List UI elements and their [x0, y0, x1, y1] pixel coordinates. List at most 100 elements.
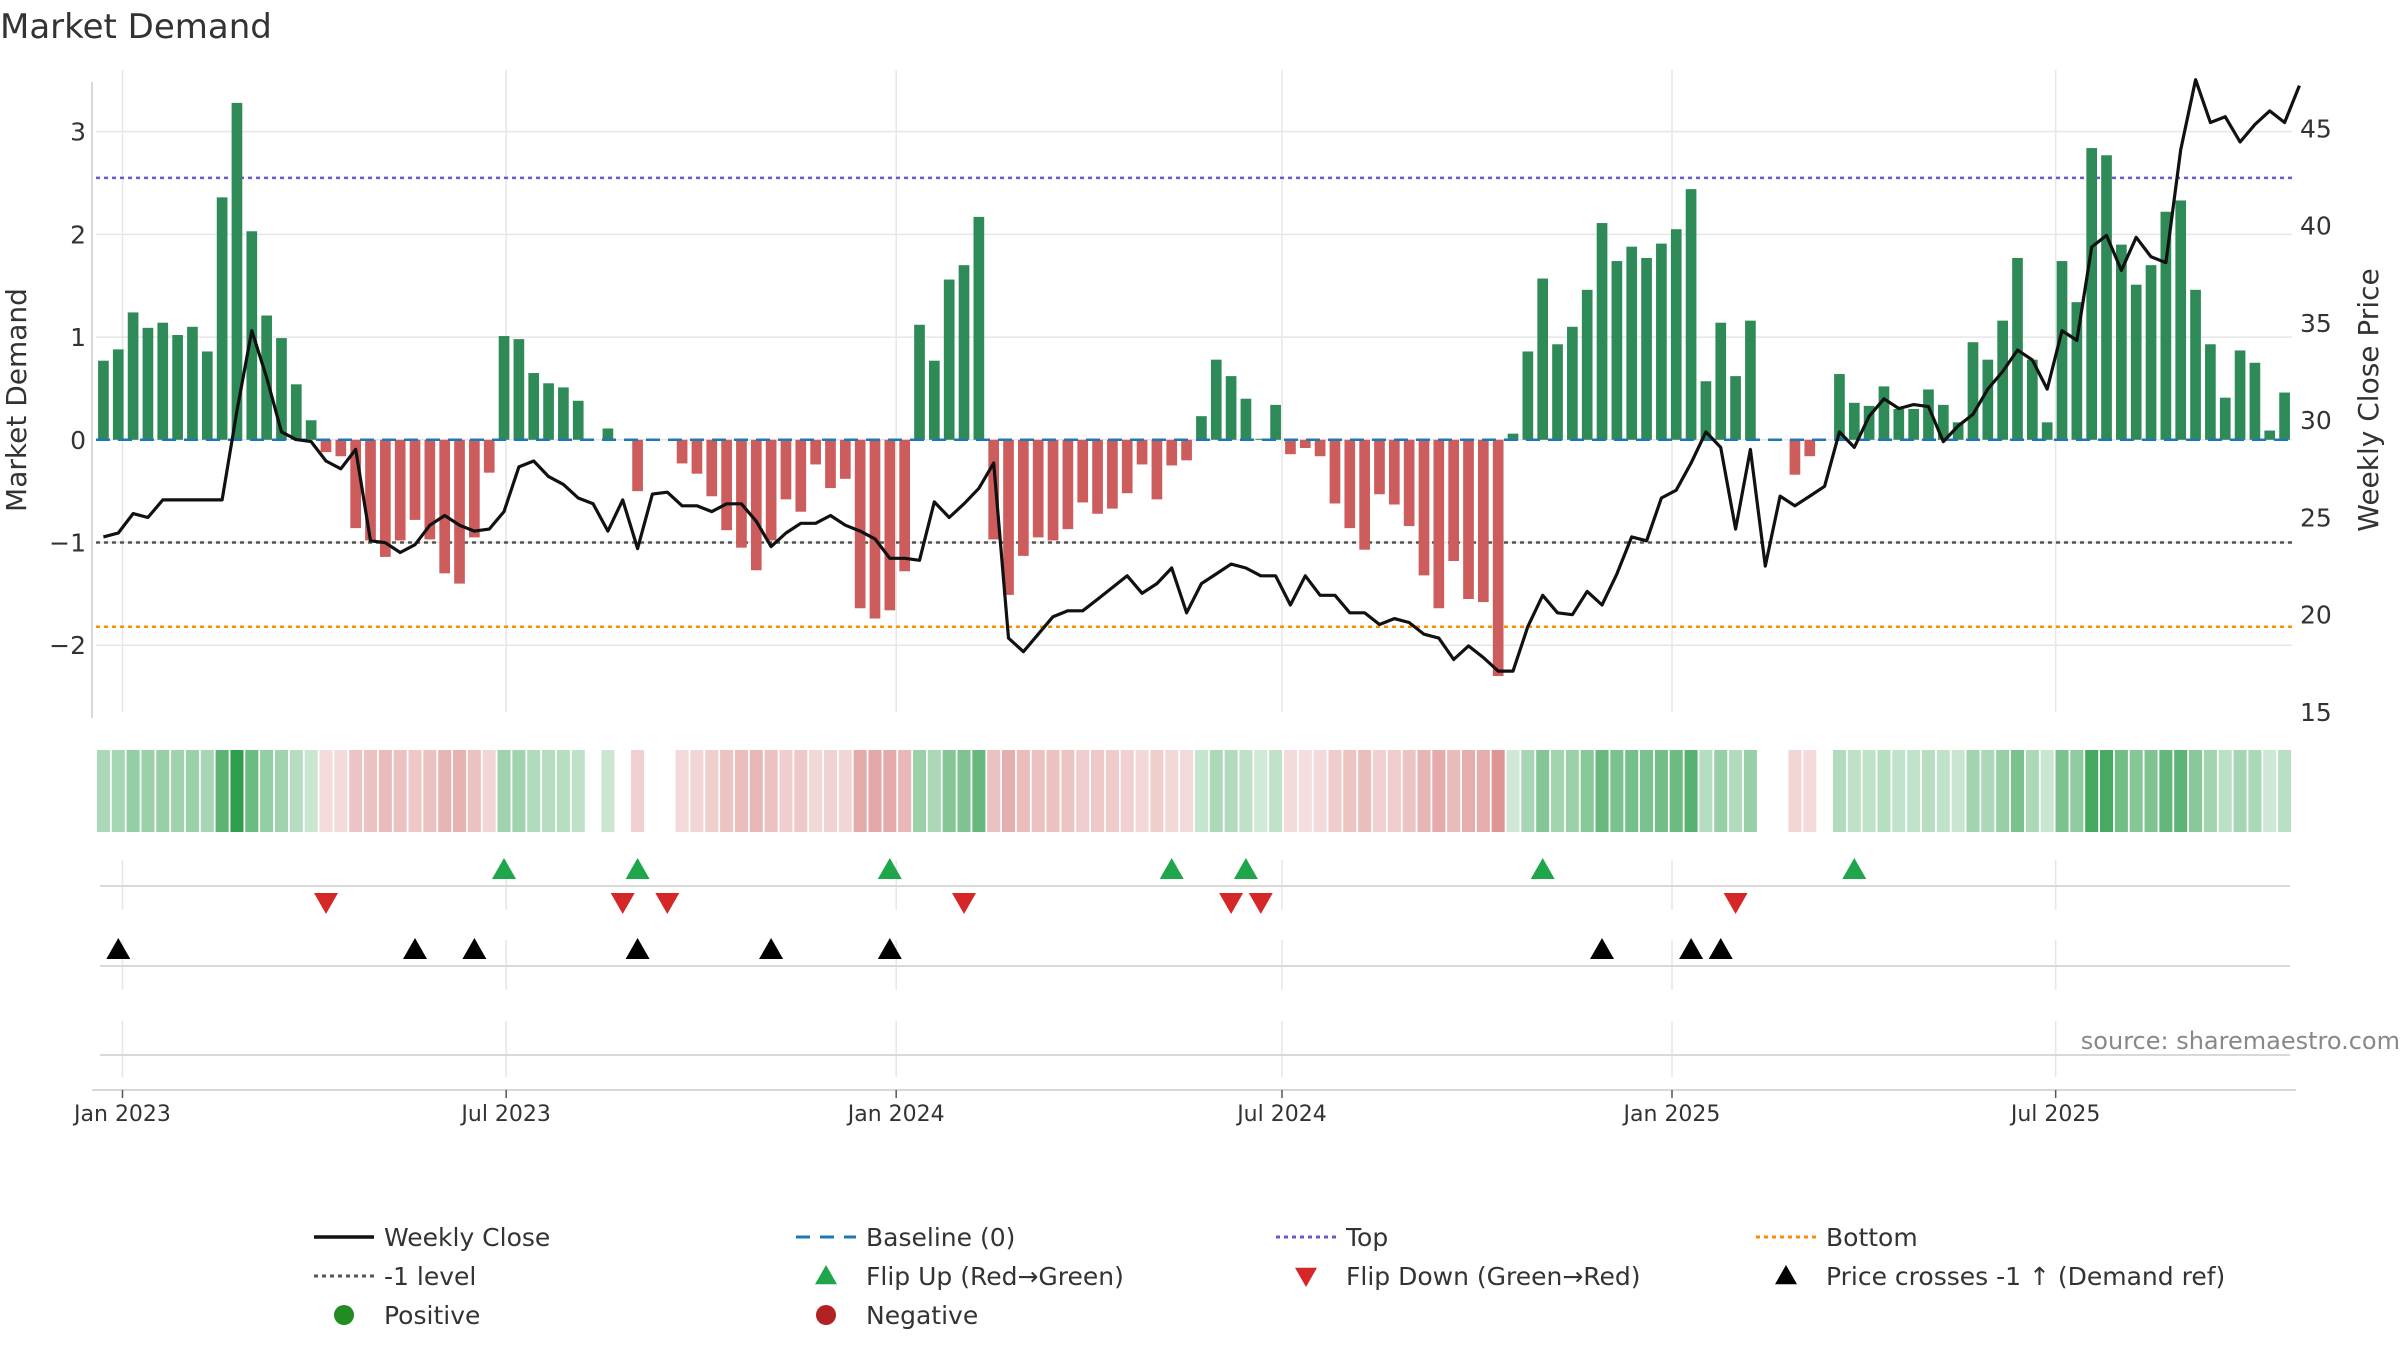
legend-label: Baseline (0) — [866, 1223, 1015, 1252]
strip-cell — [423, 750, 437, 832]
demand-bar — [1359, 439, 1370, 550]
strip-cell — [512, 750, 526, 832]
strip-cell — [2144, 750, 2158, 832]
demand-bar — [2071, 302, 2083, 440]
strip-cell — [1343, 750, 1357, 832]
price-cross-marker — [877, 938, 902, 959]
demand-bar — [1255, 438, 1267, 440]
demand-bar — [1225, 376, 1237, 440]
strip-cell — [1372, 750, 1387, 832]
strip-cell — [2248, 750, 2262, 832]
demand-bar — [2264, 430, 2276, 440]
price-line-layer — [102, 78, 2301, 673]
strip-cell — [2189, 750, 2203, 832]
weekly-close-line — [102, 78, 2301, 673]
strip-cell — [2129, 750, 2143, 832]
strip-cell — [1550, 750, 1565, 832]
y-tick-label: 0 — [70, 426, 86, 455]
strip-cell — [898, 750, 912, 832]
legend-handle — [1295, 1267, 1317, 1287]
demand-bar — [1997, 320, 2009, 440]
y-axis-label: Market Demand — [0, 288, 33, 512]
demand-bar — [1121, 439, 1133, 494]
demand-bar — [839, 439, 851, 479]
flip-down-marker — [610, 893, 635, 914]
demand-bar — [1730, 376, 1741, 440]
demand-bar — [335, 439, 347, 457]
strip-cell — [156, 750, 170, 832]
strip-cell — [141, 750, 155, 832]
strip-cell — [1743, 750, 1757, 832]
strip-cell — [868, 750, 882, 832]
strip-cell — [1254, 750, 1268, 832]
demand-bar — [231, 102, 243, 440]
legend-label: Bottom — [1826, 1223, 1918, 1252]
demand-bar — [1285, 439, 1296, 455]
strip-cell — [883, 750, 897, 832]
demand-bar — [1210, 359, 1222, 440]
strip-cell — [1180, 750, 1194, 832]
demand-bar — [1745, 320, 1756, 440]
demand-bar — [2190, 289, 2201, 440]
strip-cell — [2174, 750, 2188, 832]
y-axis-ticks: −2 −1 0 1 2 3 — [49, 118, 86, 661]
y-tick-label: 2 — [70, 220, 86, 249]
demand-bar — [750, 439, 762, 571]
legend-label: -1 level — [384, 1262, 476, 1291]
demand-bar — [2130, 284, 2142, 440]
demand-bar — [572, 400, 584, 440]
demand-bar — [1403, 439, 1415, 527]
demand-bar — [513, 339, 525, 440]
demand-bar — [2101, 155, 2112, 440]
legend-label: Flip Down (Green→Red) — [1346, 1262, 1641, 1291]
x-tick-label: Jan 2024 — [846, 1102, 945, 1127]
demand-bar — [172, 335, 183, 440]
strip-cell — [1358, 750, 1372, 832]
strip-cell — [349, 750, 363, 832]
strip-cell — [2085, 750, 2099, 832]
demand-bar — [1062, 439, 1074, 530]
demand-bar — [1344, 439, 1356, 529]
strip-cell — [1580, 750, 1594, 832]
demand-bar — [2279, 392, 2290, 440]
strip-cell — [1447, 750, 1461, 832]
flip-up-marker — [1842, 858, 1867, 879]
demand-bar — [2041, 422, 2053, 440]
strip-cell — [230, 750, 244, 832]
legend: Weekly Close Baseline (0) Top Bottom -1 leve… — [314, 1223, 2225, 1330]
demand-bar — [1908, 408, 1919, 440]
strip-cell — [438, 750, 452, 832]
demand-bar — [1374, 439, 1385, 495]
price-cross-marker — [106, 938, 131, 959]
strip-cell — [200, 750, 214, 832]
demand-bar — [914, 324, 925, 440]
demand-bar — [483, 439, 495, 473]
demand-bar — [2086, 148, 2098, 440]
demand-bar — [706, 439, 718, 497]
strip-cell — [734, 750, 748, 832]
demand-bar — [1537, 278, 1549, 440]
strip-cell — [171, 750, 185, 832]
demand-bar — [1107, 439, 1118, 509]
flip-up-marker — [492, 858, 516, 879]
strip-cell — [304, 750, 318, 832]
strip-cell — [1432, 750, 1446, 832]
flip-down-marker — [1723, 893, 1748, 914]
strip-cell — [1091, 750, 1105, 832]
strip-cell — [631, 750, 645, 832]
demand-bar — [2175, 200, 2187, 440]
strip-cell — [957, 750, 971, 832]
strip-cell — [1536, 750, 1550, 832]
demand-bar — [1092, 439, 1103, 514]
y2-tick-label: 40 — [2300, 212, 2332, 241]
demand-bar — [1848, 402, 1860, 440]
y-tick-label: −2 — [49, 631, 86, 660]
legend-handle — [334, 1305, 354, 1325]
demand-bar — [1581, 289, 1593, 440]
strip-cell — [1283, 750, 1297, 832]
strip-cell — [1387, 750, 1401, 832]
strip-cell — [111, 750, 125, 832]
strip-cell — [274, 750, 289, 832]
price-cross-marker — [759, 938, 784, 959]
